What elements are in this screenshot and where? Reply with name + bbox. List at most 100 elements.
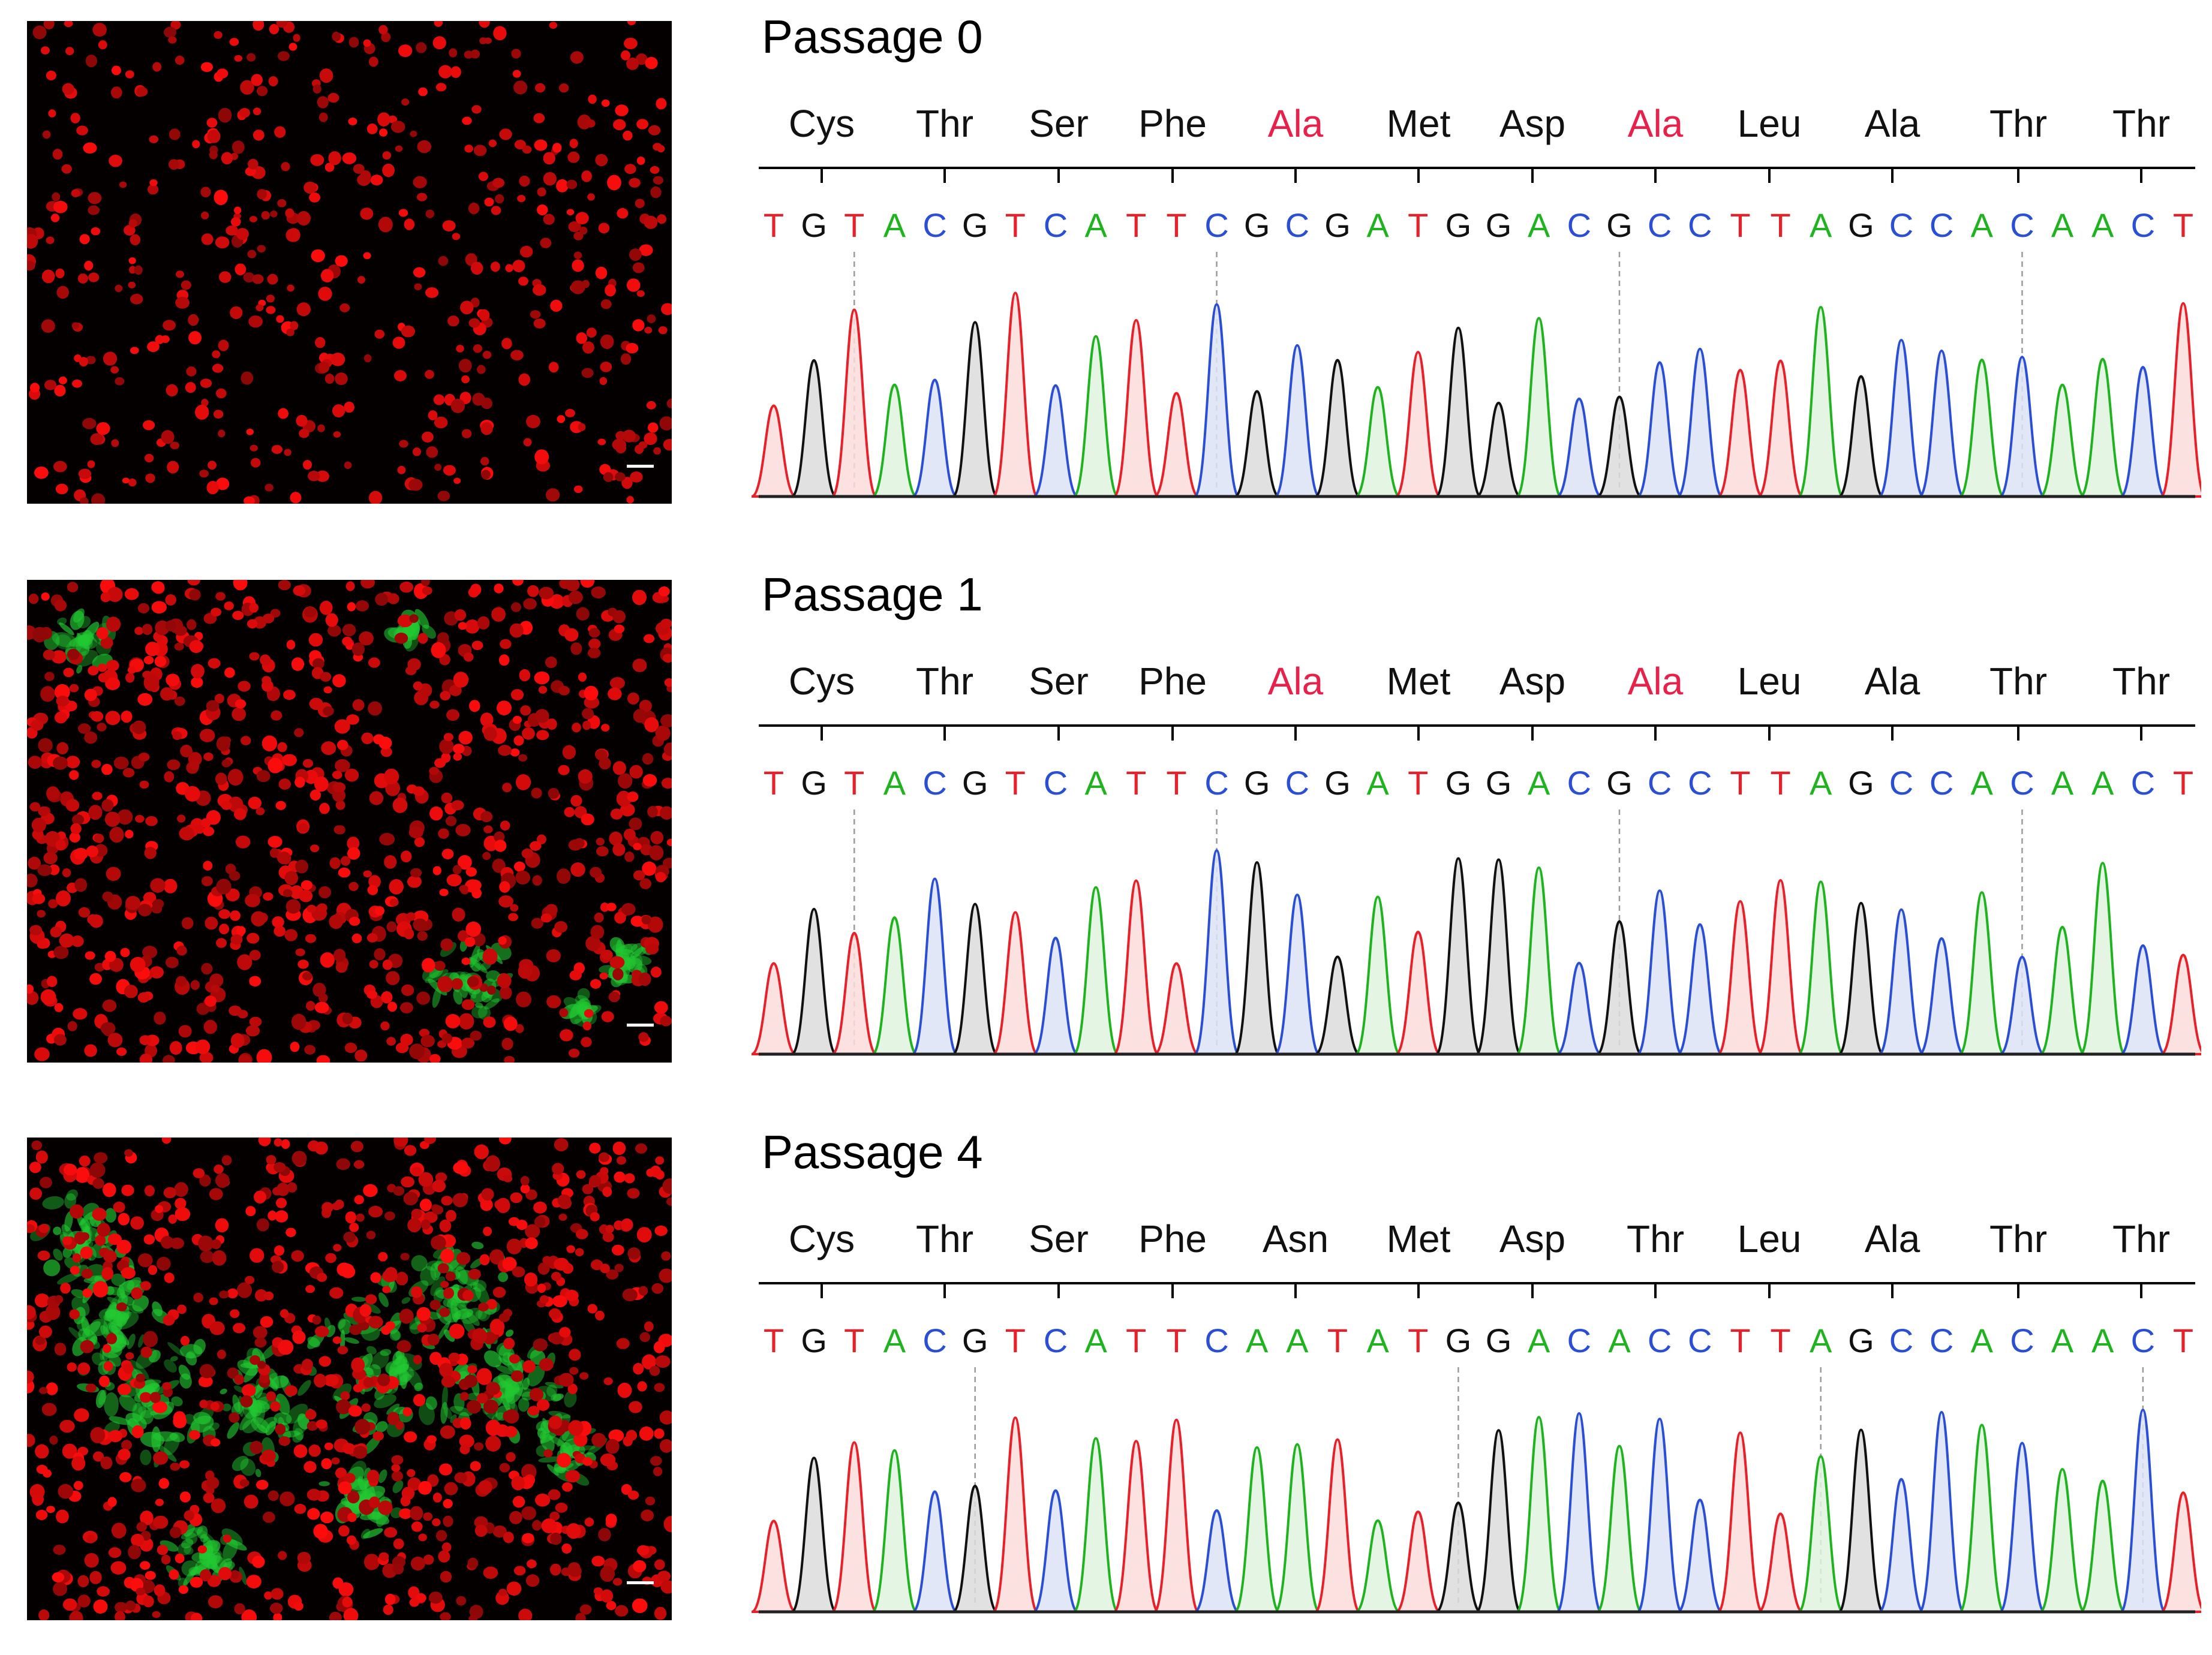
base-call: A	[2051, 1322, 2074, 1359]
amino-acid-label: Asp	[1499, 102, 1565, 145]
base-call: T	[1126, 1322, 1146, 1359]
trace-peak	[1919, 937, 1965, 1055]
trace-peak	[831, 308, 878, 498]
trace-peak	[751, 962, 797, 1055]
amino-acid-label: Ala	[1628, 102, 1684, 145]
trace-peak	[1999, 955, 2045, 1055]
base-call: C	[2010, 206, 2034, 244]
base-call: G	[1244, 206, 1270, 244]
base-call: A	[2051, 206, 2074, 244]
amino-acid-label: Ala	[1865, 1217, 1921, 1260]
trace-peak	[911, 877, 958, 1055]
base-call: G	[1486, 1322, 1512, 1359]
base-call: A	[883, 764, 906, 802]
base-call: A	[1971, 1322, 1994, 1359]
trace-peak	[1757, 359, 1804, 498]
base-call: T	[844, 764, 864, 802]
base-call: A	[2091, 206, 2114, 244]
trace-peak	[1193, 849, 1240, 1055]
amino-acid-label: Ala	[1268, 660, 1324, 703]
base-call: A	[1286, 1322, 1309, 1359]
base-call: T	[1005, 1322, 1026, 1359]
base-call: A	[1084, 1322, 1107, 1359]
trace-peak	[1475, 858, 1522, 1055]
trace-peak	[1355, 895, 1401, 1055]
trace-peak	[1113, 318, 1160, 498]
micrograph-passage-0	[27, 21, 672, 504]
trace-peak	[791, 1457, 837, 1613]
base-call: C	[1648, 206, 1672, 244]
trace-peak	[2160, 302, 2201, 498]
trace-peak	[1233, 861, 1281, 1055]
base-call: A	[2051, 764, 2074, 802]
base-call: T	[1126, 206, 1146, 244]
base-call: A	[1528, 206, 1550, 244]
micrograph-image	[27, 580, 672, 1063]
base-call: A	[1810, 764, 1832, 802]
trace-peak	[1838, 902, 1884, 1055]
trace-peak	[952, 902, 998, 1055]
base-call: A	[1366, 764, 1389, 802]
amino-acid-label: Thr	[1989, 102, 2047, 145]
trace-peak	[871, 1449, 918, 1613]
amino-acid-label: Ser	[1029, 660, 1089, 703]
base-call: C	[1567, 764, 1591, 802]
base-call: T	[1005, 764, 1026, 802]
base-call: A	[1810, 206, 1832, 244]
trace-peak	[1475, 401, 1522, 498]
trace-peak	[1435, 857, 1482, 1055]
amino-acid-label: Cys	[789, 102, 855, 145]
base-call: T	[764, 1322, 784, 1359]
trace-peak	[1757, 1512, 1804, 1613]
amino-acid-label: Ser	[1029, 1217, 1089, 1260]
trace-peak	[1033, 1489, 1078, 1613]
base-call: G	[801, 206, 827, 244]
trace-peak	[791, 908, 837, 1055]
base-call: T	[1327, 1322, 1348, 1359]
base-call: T	[2173, 1322, 2193, 1359]
base-call: C	[1567, 1322, 1591, 1359]
base-call: C	[2010, 764, 2034, 802]
base-call: T	[2173, 206, 2193, 244]
base-call: C	[1889, 1322, 1913, 1359]
base-call: T	[1166, 764, 1186, 802]
trace-peak	[1234, 390, 1280, 498]
amino-acid-label: Leu	[1738, 1217, 1802, 1260]
chromatogram-passage-4: Passage 4 Cys Thr Ser Phe Asn Met Asp Thr Leu Ala T…	[750, 1115, 2201, 1655]
trace-peak	[871, 916, 918, 1055]
base-call: G	[962, 1322, 988, 1359]
trace-peak	[831, 932, 877, 1055]
base-call: C	[922, 764, 946, 802]
amino-acid-label: Met	[1387, 660, 1451, 703]
trace-peak	[751, 404, 797, 498]
trace-peak	[2160, 1491, 2201, 1613]
trace-peak	[1878, 1478, 1925, 1613]
base-call: G	[1324, 206, 1351, 244]
trace-peak	[1798, 1455, 1844, 1613]
base-call: G	[1606, 764, 1633, 802]
trace-peak	[1717, 369, 1763, 498]
trace-peak	[991, 291, 1039, 498]
trace-peak	[1878, 339, 1925, 498]
base-call: T	[844, 206, 864, 244]
trace-peak	[1153, 962, 1200, 1055]
micrograph-passage-4	[27, 1138, 672, 1620]
amino-acid-label: Cys	[789, 1217, 855, 1260]
trace-peak	[1677, 1498, 1723, 1613]
base-call: C	[2010, 1322, 2034, 1359]
base-call: C	[1930, 1322, 1953, 1359]
amino-acid-label: Thr	[2112, 102, 2170, 145]
trace-peak	[2079, 1479, 2126, 1613]
base-call: T	[1166, 1322, 1186, 1359]
trace-peak	[952, 1485, 998, 1613]
trace-peak	[1596, 920, 1643, 1055]
chromatogram-passage-1: Passage 1 Cys Thr Ser Phe Ala Met Asp Ala Leu Ala T…	[750, 558, 2201, 1097]
trace-peak	[1637, 361, 1683, 498]
trace-peak	[2039, 1468, 2085, 1613]
base-call: C	[1204, 764, 1228, 802]
base-call: C	[1044, 1322, 1068, 1359]
base-call: C	[1688, 206, 1712, 244]
trace-peak	[1113, 879, 1160, 1055]
base-call: C	[1567, 206, 1591, 244]
amino-acid-label: Leu	[1738, 102, 1802, 145]
